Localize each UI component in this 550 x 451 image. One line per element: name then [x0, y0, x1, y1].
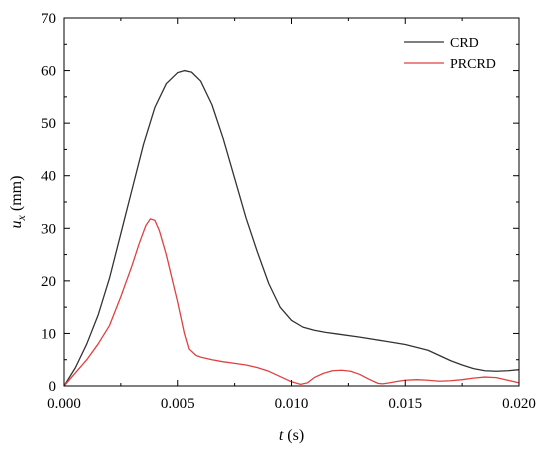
series-layer — [63, 69, 520, 387]
y-tick-label: 20 — [41, 274, 56, 290]
y-tick-label: 60 — [41, 64, 56, 80]
plot-frame — [63, 17, 520, 387]
legend: CRD PRCRD — [404, 36, 496, 72]
x-tick-label: 0.005 — [161, 396, 195, 412]
x-axis-symbol: t — [279, 427, 284, 444]
y-tick-label: 10 — [41, 326, 56, 342]
legend-label-prcrd: PRCRD — [450, 57, 496, 72]
y-axis-symbol: u — [8, 220, 25, 228]
y-tick-label: 0 — [49, 379, 57, 395]
axis-ticks: 0.000 0.005 0.010 0.015 0.020 0 10 20 30 40 50 60 70 — [41, 11, 536, 412]
y-tick-label: 70 — [41, 11, 56, 27]
series-line-crd — [63, 69, 520, 387]
x-tick-label: 0.020 — [502, 396, 536, 412]
x-tick-label: 0.015 — [388, 396, 422, 412]
y-tick-label: 40 — [41, 169, 56, 185]
x-axis-title: t (s) — [279, 427, 304, 444]
series-line-prcrd — [63, 218, 520, 387]
y-tick-label: 50 — [41, 116, 56, 132]
y-tick-label: 30 — [41, 221, 56, 237]
y-axis-title: ux (mm) — [8, 176, 28, 229]
y-axis-subscript: x — [14, 214, 28, 221]
x-tick-label: 0.010 — [275, 396, 309, 412]
x-axis-unit: (s) — [283, 427, 304, 444]
x-tick-label: 0.000 — [47, 396, 81, 412]
y-axis-unit: (mm) — [8, 176, 25, 216]
legend-label-crd: CRD — [450, 36, 479, 51]
